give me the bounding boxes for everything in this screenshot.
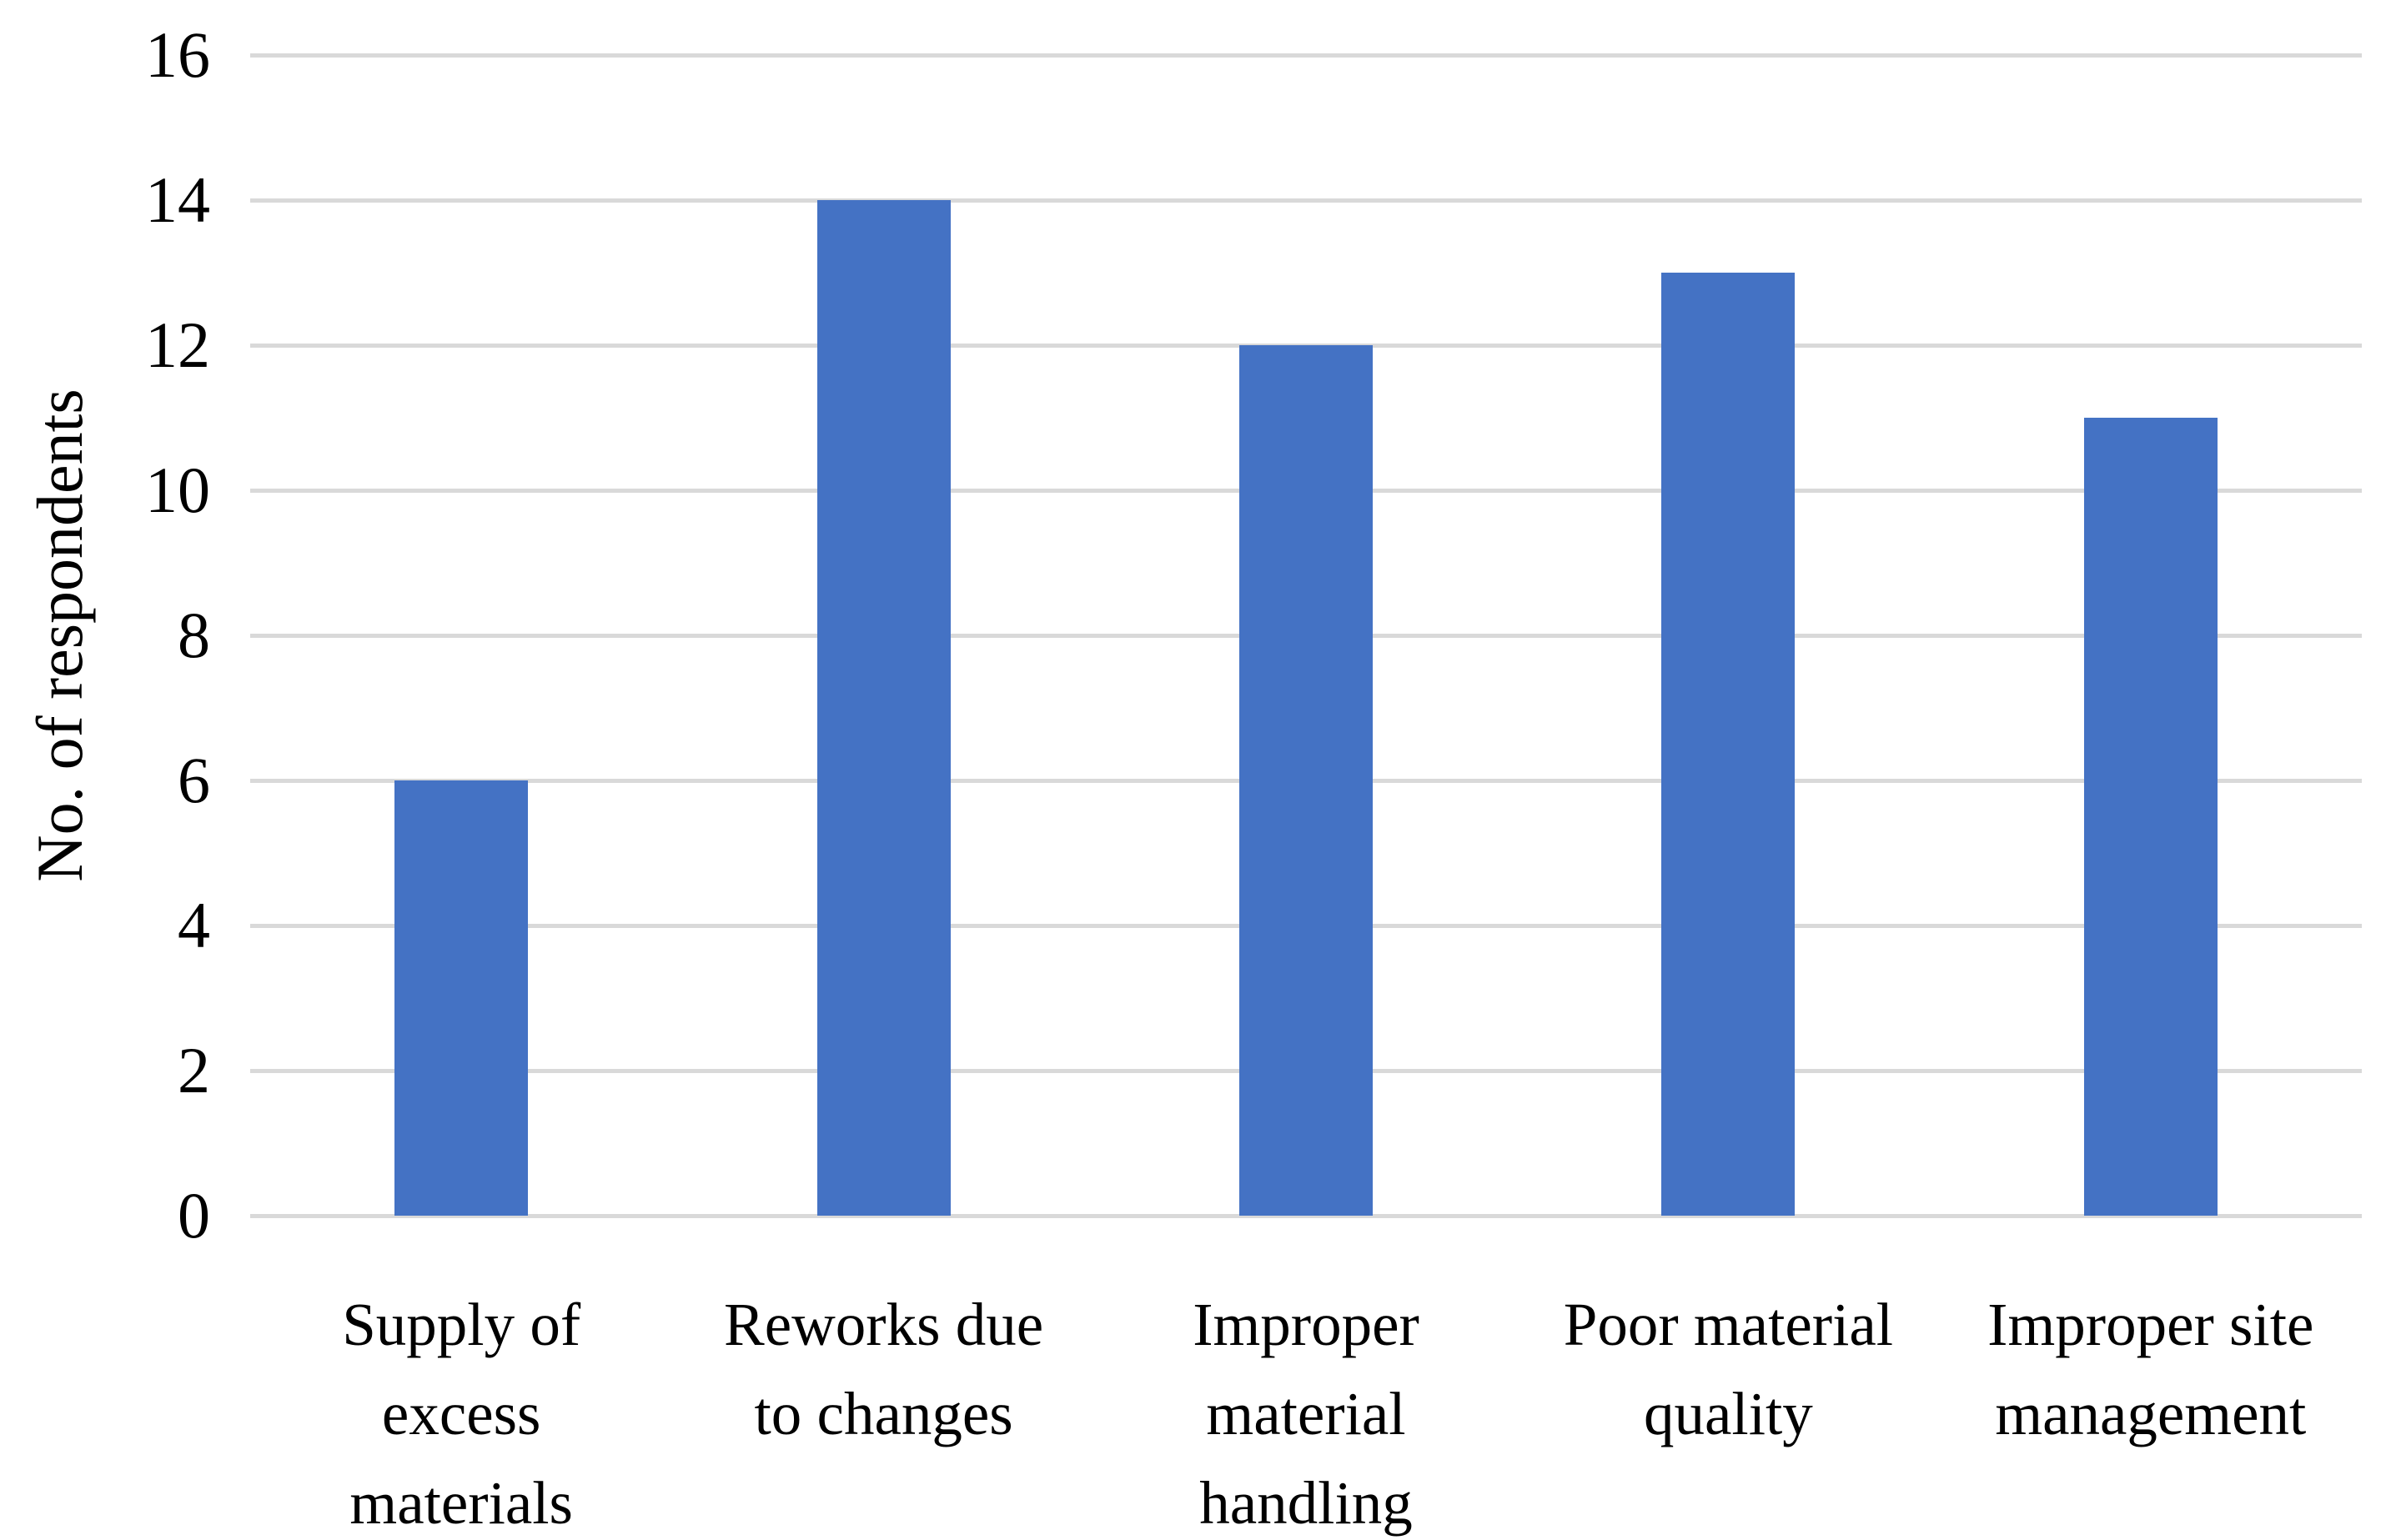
bar-poor-material-quality bbox=[1661, 273, 1796, 1216]
y-tick-label-6: 6 bbox=[178, 744, 210, 816]
y-tick-label-4: 4 bbox=[178, 889, 210, 961]
gridline-0 bbox=[250, 1213, 2362, 1218]
y-tick-label-12: 12 bbox=[145, 309, 210, 381]
x-label-reworks-due-to-changes: Reworks due to changes bbox=[724, 1291, 1044, 1447]
y-tick-label-2: 2 bbox=[178, 1034, 210, 1106]
bar-supply-of-excess-materials bbox=[394, 780, 529, 1216]
y-tick-label-10: 10 bbox=[145, 454, 210, 526]
bar-improper-site-management bbox=[2083, 418, 2218, 1216]
x-label-poor-material-quality: Poor material quality bbox=[1563, 1291, 1894, 1447]
bar-improper-material-handling bbox=[1239, 345, 1373, 1216]
y-tick-label-8: 8 bbox=[178, 599, 210, 671]
bar-reworks-due-to-changes bbox=[816, 200, 951, 1216]
y-tick-label-16: 16 bbox=[145, 18, 210, 91]
x-label-supply-of-excess-materials: Supply of excess materials bbox=[342, 1291, 581, 1537]
gridline-16 bbox=[250, 53, 2362, 58]
gridline-14 bbox=[250, 198, 2362, 203]
y-tick-label-0: 0 bbox=[178, 1179, 210, 1252]
x-label-improper-material-handling: Improper material handling bbox=[1193, 1291, 1419, 1537]
x-label-improper-site-management: Improper site management bbox=[1987, 1291, 2314, 1447]
plot-area bbox=[250, 53, 2362, 1218]
y-tick-label-14: 14 bbox=[145, 163, 210, 236]
